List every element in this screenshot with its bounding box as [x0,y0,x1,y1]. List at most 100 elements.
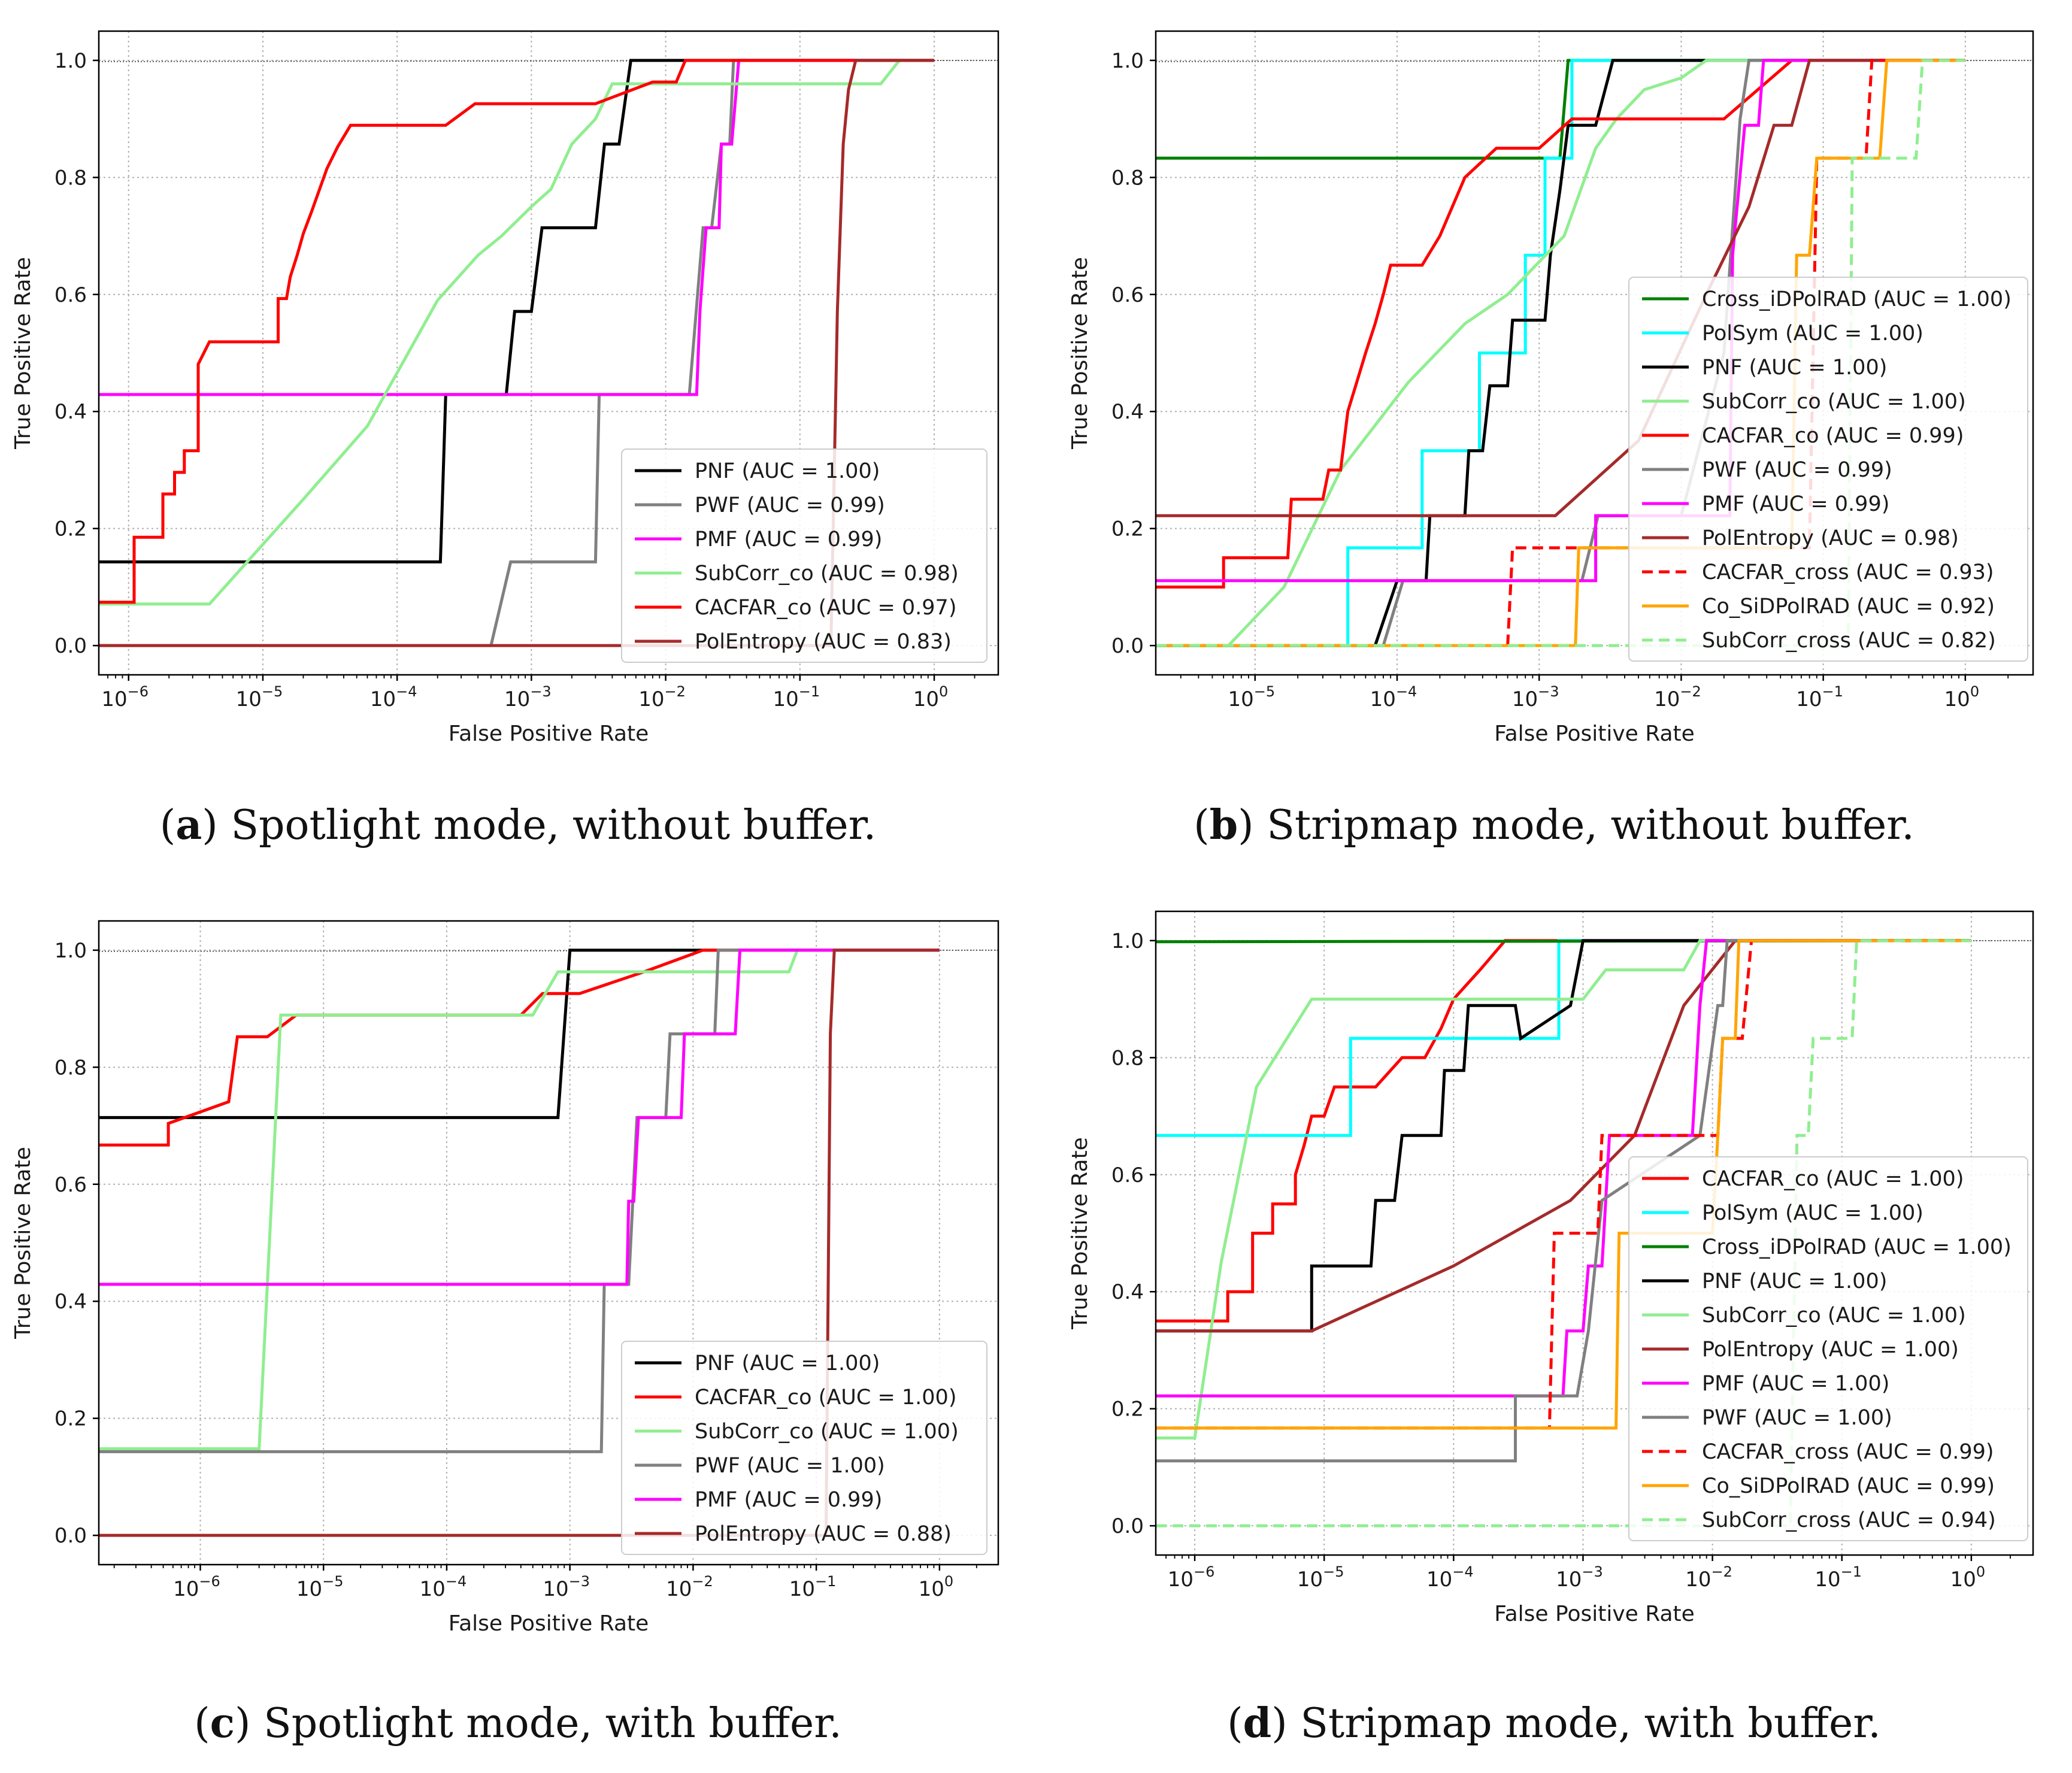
x-tick-exponent: −3 [1582,1563,1603,1580]
legend-entry: CACFAR_co (AUC = 0.97) [695,596,956,620]
x-tick-label: 10−3 [504,683,552,711]
x-tick-label: 10−6 [173,1573,220,1601]
y-tick-label: 1.0 [54,49,87,73]
legend-entry: SubCorr_cross (AUC = 0.94) [1702,1508,1996,1532]
legend-entry: Co_SiDPolRAD (AUC = 0.92) [1702,595,1995,619]
y-tick-label: 1.0 [1111,929,1144,953]
series-line [99,948,940,1286]
legend-entry: PolEntropy (AUC = 0.88) [695,1522,952,1546]
x-tick-label: 100 [1950,1563,1986,1592]
x-tick-exponent: −2 [692,1573,713,1590]
x-tick-exponent: −3 [569,1573,590,1590]
series-line [99,948,940,1450]
y-tick-label: 0.6 [54,283,87,307]
panel-c: 0.0 0.2 0.4 0.6 0.8 1.0 10−6 10−5 10−4 10−3 10−2 10… [0,886,1036,1772]
legend-entry: PWF (AUC = 0.99) [695,493,885,517]
series-line [99,948,940,1147]
series-line [99,59,934,563]
x-tick-exponent: −6 [199,1573,220,1590]
y-tick-label: 0.2 [54,517,87,541]
x-tick-label: 10−4 [1426,1563,1474,1592]
caption-c: (c) Spotlight mode, with buffer. [194,1699,842,1747]
series-line [1156,59,1965,517]
x-tick-exponent: −2 [665,683,686,700]
y-tick-label: 0.6 [54,1173,87,1197]
y-tick-label: 0.0 [54,1524,87,1548]
caption-letter-c: c [210,1699,235,1747]
x-tick-label: 100 [1944,683,1980,711]
y-axis-label: True Positive Rate [11,1147,35,1339]
series-group-d [1156,939,1971,1527]
series-line [99,948,940,1119]
x-tick-label: 10−2 [1654,683,1701,711]
x-tick-exponent: −4 [446,1573,466,1590]
y-tick-label: 0.0 [1111,1514,1144,1538]
legend: PNF (AUC = 1.00) PWF (AUC = 0.99) PMF (AUC… [621,448,987,663]
legend-entry: PWF (AUC = 0.99) [1702,458,1892,482]
x-tick-label: 10−3 [1512,683,1559,711]
axes-frame [98,30,999,676]
x-tick-exponent: −6 [128,683,149,700]
series-line [1156,59,1965,160]
legend-entry: PWF (AUC = 1.00) [1702,1406,1892,1430]
legend-box [621,1341,987,1555]
series-group-b [1156,59,1965,647]
legend-entry: PolSym (AUC = 1.00) [1702,322,1923,345]
y-tick-label: 0.4 [1111,400,1144,424]
x-tick-label: 10−3 [543,1573,590,1601]
series-line [99,59,934,647]
roc-chart-a: 0.0 0.2 0.4 0.6 0.8 1.0 10−6 10−5 10−4 10−3 10−2 10… [11,30,999,746]
y-axis-label: True Positive Rate [1068,257,1092,450]
legend-entry: SubCorr_co (AUC = 1.00) [1702,1304,1966,1328]
axes-frame [98,920,999,1566]
x-tick-exponent: −5 [322,1573,343,1590]
y-tick-label: 0.8 [54,166,87,190]
legend-entry: PolEntropy (AUC = 0.98) [1702,526,1959,550]
x-tick-label: 10−5 [1297,1563,1344,1592]
legend-entry: SubCorr_co (AUC = 1.00) [695,1420,959,1444]
panel-a: 0.0 0.2 0.4 0.6 0.8 1.0 10−6 10−5 10−4 10−3 10−2 10… [0,0,1036,886]
y-tick-label: 0.8 [1111,166,1144,190]
x-tick-label: 10−3 [1556,1563,1603,1592]
series-line [1156,59,1965,647]
x-tick-exponent: −2 [1711,1563,1732,1580]
x-tick-exponent: −1 [815,1573,836,1590]
caption-letter-a: a [175,801,202,849]
y-tick-label: 0.8 [54,1056,87,1080]
x-axis-label: False Positive Rate [1494,722,1695,746]
roc-chart-d: 0.0 0.2 0.4 0.6 0.8 1.0 10−6 10−5 10−4 10−3 10−2 10… [1068,910,2034,1626]
legend-entry: SubCorr_cross (AUC = 0.82) [1702,629,1996,653]
series-line [1156,939,1971,1430]
legend-entry: PMF (AUC = 1.00) [1702,1372,1889,1396]
y-tick-label: 0.2 [54,1407,87,1431]
legend-entry: CACFAR_cross (AUC = 0.99) [1702,1440,1994,1464]
legend-entry: CACFAR_cross (AUC = 0.93) [1702,560,1994,584]
x-tick-label: 10−6 [101,683,149,711]
roc-chart-c: 0.0 0.2 0.4 0.6 0.8 1.0 10−6 10−5 10−4 10−3 10−2 10… [11,920,999,1636]
x-tick-label: 10−2 [1685,1563,1732,1592]
x-tick-exponent: −1 [1841,1563,1862,1580]
series-group-a [99,59,934,647]
legend: Cross_iDPolRAD (AUC = 1.00) PolSym (AUC =… [1628,277,2028,662]
legend-entry: CACFAR_co (AUC = 1.00) [695,1386,956,1410]
legend-box [1628,1156,2028,1541]
x-tick-label: 10−1 [789,1573,837,1601]
series-line [1156,939,1971,1333]
y-tick-label: 0.6 [1111,283,1144,307]
caption-letter-b: b [1209,801,1238,849]
y-tick-label: 0.0 [54,634,87,658]
panel-d: 0.0 0.2 0.4 0.6 0.8 1.0 10−6 10−5 10−4 10−3 10−2 10… [1036,886,2072,1772]
legend-entry: PNF (AUC = 1.00) [695,459,880,483]
panel-b: 0.0 0.2 0.4 0.6 0.8 1.0 10−5 10−4 10−3 10−2 10−1 10… [1036,0,2072,886]
caption-text-a: Spotlight mode, without buffer. [217,802,877,849]
x-tick-label: 10−5 [296,1573,344,1601]
axes-frame [1155,30,2034,676]
y-tick-label: 0.8 [1111,1046,1144,1070]
x-tick-label: 100 [913,683,949,711]
legend-entry: PolSym (AUC = 1.00) [1702,1201,1923,1225]
roc-chart-b: 0.0 0.2 0.4 0.6 0.8 1.0 10−5 10−4 10−3 10−2 10−1 10… [1068,30,2034,746]
legend-entry: Cross_iDPolRAD (AUC = 1.00) [1702,1235,2012,1259]
caption-text-d: Stripmap mode, with buffer. [1287,1700,1881,1747]
x-tick-exponent: 0 [939,683,948,700]
